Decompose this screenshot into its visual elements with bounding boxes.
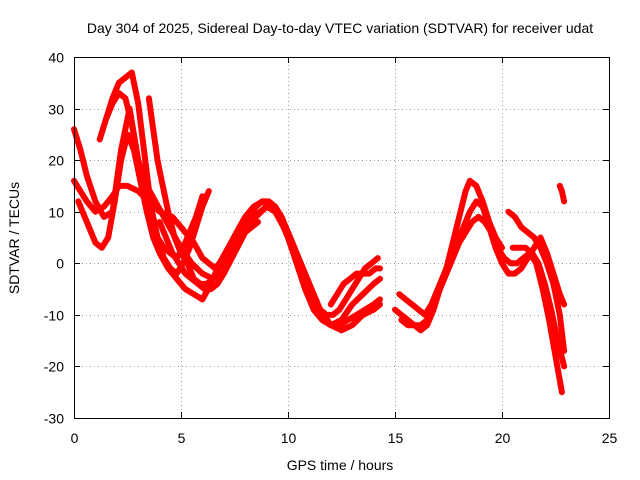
y-tick-label: 0 — [56, 256, 64, 272]
x-tick-label: 0 — [71, 430, 79, 446]
x-tick-label: 25 — [602, 430, 618, 446]
series-track-5 — [103, 69, 212, 277]
y-tick-label: -30 — [44, 411, 64, 427]
axis-ticks: -30 -20 -10 0 10 20 30 40 0 5 10 15 20 25 — [44, 50, 618, 447]
x-tick-label: 5 — [178, 430, 186, 446]
x-tick-label: 15 — [388, 430, 404, 446]
y-tick-label: 40 — [48, 50, 64, 66]
y-tick-label: 20 — [48, 153, 64, 169]
series-track-14 — [556, 182, 568, 205]
y-tick-label: -10 — [44, 308, 64, 324]
series-track-7 — [156, 198, 381, 318]
chart-title: Day 304 of 2025, Sidereal Day-to-day VTE… — [87, 20, 593, 36]
y-axis-label: SDTVAR / TECUs — [6, 182, 22, 294]
series-track-8 — [327, 265, 383, 308]
x-axis-label: GPS time / hours — [287, 457, 394, 473]
series-track-13 — [509, 244, 568, 370]
y-tick-label: 30 — [48, 102, 64, 118]
y-tick-label: 10 — [48, 205, 64, 221]
series-track-12 — [505, 208, 568, 354]
series-track-4 — [96, 90, 206, 262]
data-series — [71, 69, 568, 396]
x-tick-label: 20 — [495, 430, 511, 446]
y-tick-label: -20 — [44, 359, 64, 375]
x-tick-label: 10 — [281, 430, 297, 446]
plot-frame — [74, 57, 610, 419]
